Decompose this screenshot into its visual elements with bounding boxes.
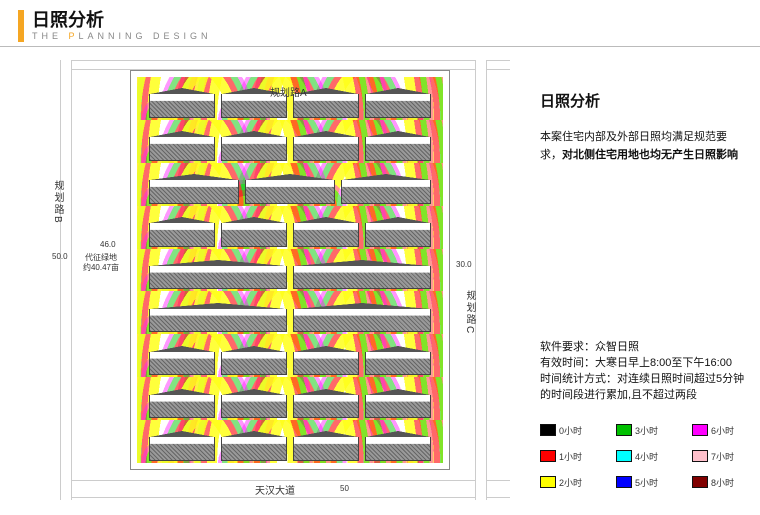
road-east-edge bbox=[475, 60, 487, 500]
heatmap-row bbox=[137, 420, 443, 463]
building-row bbox=[149, 180, 431, 204]
dim-south: 50 bbox=[340, 484, 349, 493]
building bbox=[245, 180, 335, 204]
site-plan: 规划路A 规划路B 规划路C 天汉大道 50.0 46.0 30.0 50 代征… bbox=[60, 60, 510, 500]
building bbox=[341, 180, 431, 204]
legend-label: 4小时 bbox=[635, 450, 658, 463]
legend-label: 5小时 bbox=[635, 476, 658, 489]
legend-label: 0小时 bbox=[559, 424, 582, 437]
building bbox=[149, 180, 239, 204]
legend-item: 6小时 bbox=[692, 420, 750, 440]
building bbox=[293, 223, 359, 247]
dim-west: 50.0 bbox=[52, 252, 68, 261]
header-rule bbox=[0, 46, 760, 47]
building bbox=[221, 437, 287, 461]
building bbox=[365, 395, 431, 419]
legend-label: 3小时 bbox=[635, 424, 658, 437]
dim-gap: 46.0 bbox=[100, 240, 116, 249]
legend-item: 7小时 bbox=[692, 446, 750, 466]
road-label-west: 规划路B bbox=[50, 180, 65, 225]
legend-swatch bbox=[540, 424, 556, 436]
building bbox=[293, 352, 359, 376]
header: 日照分析 THE PLANNING DESIGN bbox=[18, 10, 212, 42]
heatmap-row bbox=[137, 120, 443, 163]
building-row bbox=[149, 137, 431, 161]
road-label-north: 规划路A bbox=[270, 84, 307, 99]
road-west-edge bbox=[60, 60, 72, 500]
building bbox=[149, 137, 215, 161]
legend: 0小时 3小时 6小时 1小时 4小时 7小时 2小时 5小时 8小时 bbox=[540, 420, 750, 492]
building bbox=[293, 395, 359, 419]
legend-item: 1小时 bbox=[540, 446, 598, 466]
building-row bbox=[149, 352, 431, 376]
building bbox=[149, 94, 215, 118]
building bbox=[293, 266, 431, 290]
building bbox=[221, 352, 287, 376]
legend-label: 6小时 bbox=[711, 424, 734, 437]
legend-swatch bbox=[540, 476, 556, 488]
legend-item: 5小时 bbox=[616, 472, 674, 492]
header-accent-bar bbox=[18, 10, 24, 42]
legend-swatch bbox=[692, 450, 708, 462]
heatmap-row bbox=[137, 163, 443, 206]
page-subtitle-en: THE PLANNING DESIGN bbox=[32, 31, 212, 41]
building-row bbox=[149, 309, 431, 333]
building-row bbox=[149, 395, 431, 419]
heatmap-row bbox=[137, 334, 443, 377]
building bbox=[293, 137, 359, 161]
legend-item: 2小时 bbox=[540, 472, 598, 492]
building bbox=[365, 223, 431, 247]
site-boundary bbox=[130, 70, 450, 470]
road-label-south: 天汉大道 bbox=[255, 482, 295, 497]
building bbox=[221, 137, 287, 161]
legend-swatch bbox=[616, 476, 632, 488]
building bbox=[293, 437, 359, 461]
road-north-edge bbox=[60, 60, 510, 70]
legend-swatch bbox=[540, 450, 556, 462]
building bbox=[221, 223, 287, 247]
road-label-east: 规划路C bbox=[462, 290, 477, 335]
building bbox=[221, 395, 287, 419]
building bbox=[365, 437, 431, 461]
analysis-paragraph: 本案住宅内部及外部日照均满足规范要求，对北侧住宅用地也均无产生日照影响 bbox=[540, 129, 740, 164]
heatmap-row bbox=[137, 249, 443, 292]
legend-swatch bbox=[692, 476, 708, 488]
legend-label: 7小时 bbox=[711, 450, 734, 463]
dim-east: 30.0 bbox=[456, 260, 472, 269]
legend-label: 2小时 bbox=[559, 476, 582, 489]
legend-item: 8小时 bbox=[692, 472, 750, 492]
building bbox=[365, 94, 431, 118]
building-row bbox=[149, 437, 431, 461]
legend-swatch bbox=[616, 450, 632, 462]
page-title-cn: 日照分析 bbox=[32, 11, 212, 29]
legend-label: 1小时 bbox=[559, 450, 582, 463]
building bbox=[149, 223, 215, 247]
legend-swatch bbox=[692, 424, 708, 436]
legend-label: 8小时 bbox=[711, 476, 734, 489]
legend-item: 3小时 bbox=[616, 420, 674, 440]
analysis-text-block: 日照分析 本案住宅内部及外部日照均满足规范要求，对北侧住宅用地也均无产生日照影响 bbox=[540, 90, 740, 164]
analysis-title: 日照分析 bbox=[540, 90, 740, 111]
building bbox=[365, 137, 431, 161]
legend-item: 4小时 bbox=[616, 446, 674, 466]
building bbox=[293, 309, 431, 333]
building bbox=[149, 437, 215, 461]
analysis-spec-block: 软件要求：众智日照 有效时间：大寒日早上8:00至下午16:00 时间统计方式：… bbox=[540, 340, 750, 404]
heatmap-row bbox=[137, 377, 443, 420]
building bbox=[365, 352, 431, 376]
heatmap-row bbox=[137, 291, 443, 334]
building bbox=[149, 266, 287, 290]
sunlight-heatmap bbox=[137, 77, 443, 463]
legend-item: 0小时 bbox=[540, 420, 598, 440]
building bbox=[149, 352, 215, 376]
green-space-label: 代征绿地约40.47亩 bbox=[78, 253, 124, 272]
heatmap-row bbox=[137, 206, 443, 249]
building-row bbox=[149, 266, 431, 290]
building-row bbox=[149, 223, 431, 247]
legend-swatch bbox=[616, 424, 632, 436]
building bbox=[149, 395, 215, 419]
building bbox=[149, 309, 287, 333]
